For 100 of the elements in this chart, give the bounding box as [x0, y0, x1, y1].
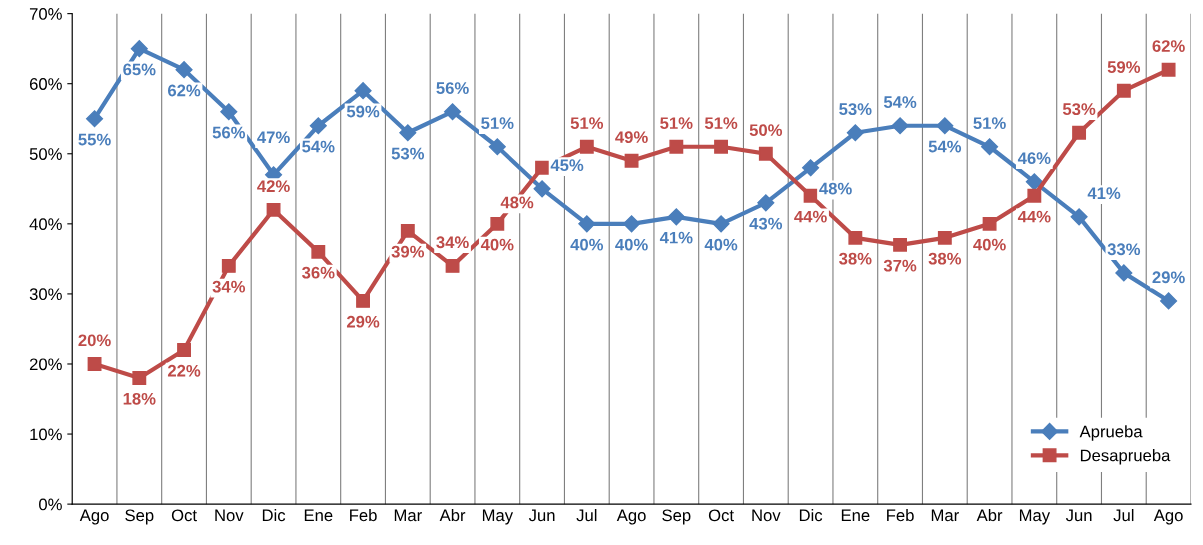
data-label: 38% [839, 252, 872, 265]
x-tick-label: Feb [350, 508, 377, 522]
y-tick-label: 20% [29, 358, 62, 371]
data-label: 47% [257, 131, 290, 144]
x-tick-label: Ene [841, 509, 870, 522]
data-label: 51% [704, 117, 738, 130]
point [1072, 125, 1087, 140]
data-label: 56% [436, 82, 469, 94]
data-label: 40% [570, 238, 604, 251]
point [309, 117, 327, 135]
data-label: 40% [615, 238, 648, 251]
point [400, 223, 415, 238]
x-tick-label: Ago [1153, 509, 1183, 525]
data-label: 33% [1107, 243, 1141, 256]
x-tick-label: Ago [616, 509, 646, 525]
legend-label: Aprueba [1079, 425, 1143, 441]
x-tick-label: Nov [752, 509, 781, 522]
point [445, 258, 460, 273]
x-tick-label: Jun [1065, 509, 1092, 522]
x-tick-label: Abr [439, 508, 466, 522]
data-label: 41% [1087, 187, 1121, 200]
x-tick-label: Abr [976, 508, 1003, 522]
x-tick-label: Nov [215, 509, 244, 522]
y-tick-label: 0% [39, 498, 62, 511]
point [132, 371, 147, 385]
x-tick-label: Ago [79, 509, 109, 525]
y-tick-label: 50% [29, 148, 62, 160]
data-label: 40% [973, 238, 1006, 251]
point [86, 110, 104, 128]
point [623, 215, 641, 233]
data-label: 48% [819, 182, 852, 195]
data-label: 37% [883, 259, 917, 272]
point [1027, 188, 1042, 203]
y-tick-label: 40% [29, 218, 62, 231]
x-tick-label: Feb [887, 508, 914, 522]
data-label: 51% [570, 117, 604, 130]
point [311, 244, 326, 259]
data-label: 45% [550, 159, 584, 172]
point [356, 293, 371, 308]
point [936, 117, 954, 135]
point [221, 258, 236, 273]
point [1116, 83, 1131, 98]
point [535, 160, 550, 175]
data-label: 44% [794, 210, 827, 223]
point [444, 103, 462, 121]
data-label: 59% [346, 105, 380, 118]
data-label: 39% [391, 245, 425, 258]
point [1025, 173, 1043, 191]
point [669, 139, 684, 154]
point [981, 138, 999, 156]
data-label: 65% [123, 63, 156, 76]
data-label: 53% [839, 103, 872, 116]
point [667, 208, 685, 226]
y-tick-label: 70% [29, 8, 62, 20]
x-tick-label: Dic [799, 508, 823, 522]
x-tick-label: Sep [662, 509, 691, 525]
point [1115, 264, 1133, 282]
point [1161, 62, 1176, 77]
point [848, 230, 863, 245]
legend-label: Desaprueba [1080, 449, 1171, 465]
point [714, 139, 729, 154]
x-tick-label: May [482, 509, 514, 525]
y-tick-label: 60% [29, 78, 62, 90]
data-label: 62% [167, 84, 201, 97]
point [130, 40, 148, 58]
data-label: 34% [436, 236, 469, 249]
point [488, 138, 506, 156]
point [937, 230, 952, 245]
data-label: 59% [1107, 61, 1141, 73]
point [893, 237, 908, 252]
data-label: 54% [928, 140, 962, 153]
data-label: 53% [391, 147, 425, 160]
y-tick-label: 10% [30, 428, 62, 441]
data-label: 18% [123, 392, 156, 405]
point [846, 124, 864, 142]
data-label: 50% [749, 124, 783, 137]
point [579, 139, 594, 154]
data-label: 29% [346, 315, 380, 328]
point [712, 215, 730, 233]
x-tick-label: Mar [931, 509, 959, 522]
x-tick-label: Oct [708, 509, 734, 522]
x-tick-label: Mar [394, 509, 422, 522]
data-label: 51% [481, 117, 514, 130]
data-label: 38% [928, 252, 962, 265]
data-label: 44% [1017, 210, 1051, 223]
point [220, 103, 238, 121]
data-label: 51% [660, 117, 693, 130]
point [354, 82, 372, 100]
point [177, 343, 192, 357]
point [982, 216, 997, 231]
x-tick-label: Jul [576, 508, 597, 522]
data-label: 48% [500, 196, 534, 209]
point [578, 215, 596, 233]
data-label: 54% [302, 140, 335, 153]
data-label: 42% [257, 180, 290, 193]
data-label: 56% [212, 126, 246, 139]
data-label: 55% [78, 133, 111, 146]
data-label: 46% [1017, 152, 1051, 165]
data-label: 51% [973, 117, 1006, 130]
data-label: 41% [659, 231, 693, 244]
